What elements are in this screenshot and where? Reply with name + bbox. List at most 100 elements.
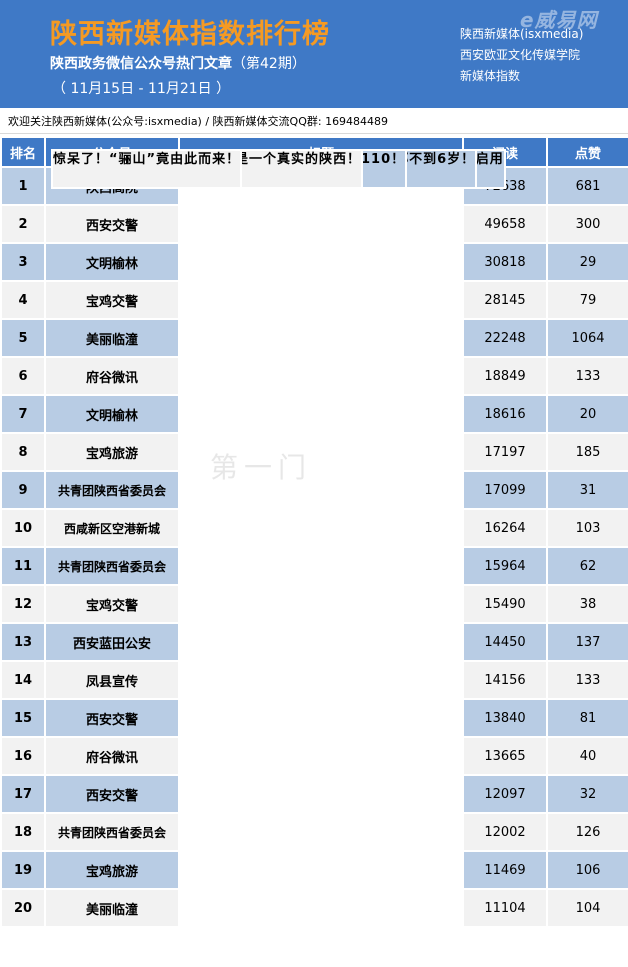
likes-cell: 29: [546, 242, 628, 282]
reads-cell: 17099: [462, 470, 548, 510]
likes-cell: 137: [546, 622, 628, 662]
reads-cell: 17197: [462, 432, 548, 472]
likes-cell: 185: [546, 432, 628, 472]
likes-cell: 81: [546, 698, 628, 738]
column-header-likes: 点赞: [546, 136, 628, 168]
rank-cell: 7: [0, 394, 46, 434]
reads-cell: 11469: [462, 850, 548, 890]
rank-cell: 20: [0, 888, 46, 928]
rank-cell: 16: [0, 736, 46, 776]
page-title: 陕西新媒体指数排行榜: [50, 19, 330, 50]
rank-cell: 3: [0, 242, 46, 282]
likes-cell: 681: [546, 166, 628, 206]
account-cell: 凤县宣传: [44, 660, 180, 700]
reads-cell: 18616: [462, 394, 548, 434]
account-cell: 文明榆林: [44, 394, 180, 434]
issue-number: （第42期）: [232, 56, 306, 72]
rank-cell: 15: [0, 698, 46, 738]
account-cell: 西咸新区空港新城: [44, 508, 180, 548]
reads-cell: 13665: [462, 736, 548, 776]
rank-cell: 14: [0, 660, 46, 700]
ranking-table: 排名 公众号 标题 阅读 点赞 1陕西高院【微播】哪些院长开庭了？网友怎么说？快…: [0, 136, 628, 928]
account-cell: 西安交警: [44, 698, 180, 738]
account-cell: 共青团陕西省委员会: [44, 812, 180, 852]
account-cell: 府谷微讯: [44, 356, 180, 396]
reads-cell: 12002: [462, 812, 548, 852]
account-cell: 美丽临潼: [44, 888, 180, 928]
table-row: 11共青团陕西省委员会今天，为这32个孩子发条微信！他们都是今年丢失的，都不到6…: [0, 149, 628, 586]
reads-cell: 14450: [462, 622, 548, 662]
account-cell: 宝鸡旅游: [44, 432, 180, 472]
reads-cell: 30818: [462, 242, 548, 282]
account-cell: 文明榆林: [44, 242, 180, 282]
reads-cell: 15490: [462, 584, 548, 624]
rank-cell: 8: [0, 432, 46, 472]
credit-line: 陕西新媒体(isxmedia): [460, 27, 584, 41]
rank-cell: 2: [0, 204, 46, 244]
credit-line: 新媒体指数: [460, 69, 521, 83]
rank-cell: 17: [0, 774, 46, 814]
likes-cell: 31: [546, 470, 628, 510]
likes-cell: 1064: [546, 318, 628, 358]
likes-cell: 20: [546, 394, 628, 434]
rank-cell: 6: [0, 356, 46, 396]
rank-cell: 11: [0, 546, 46, 586]
account-cell: 共青团陕西省委员会: [44, 470, 180, 510]
table-row: 15西安交警二环限速 看看司机朋友们怎么说1384081: [0, 149, 628, 738]
likes-cell: 126: [546, 812, 628, 852]
column-header-rank: 排名: [0, 136, 46, 168]
likes-cell: 106: [546, 850, 628, 890]
rank-cell: 1: [0, 166, 46, 206]
site-logo: e威易网: [520, 8, 598, 32]
page-subtitle: 陕西政务微信公众号热门文章（第42期）: [50, 53, 306, 73]
rank-cell: 13: [0, 622, 46, 662]
likes-cell: 38: [546, 584, 628, 624]
account-cell: 美丽临潼: [44, 318, 180, 358]
reads-cell: 16264: [462, 508, 548, 548]
account-cell: 共青团陕西省委员会: [44, 546, 180, 586]
likes-cell: 104: [546, 888, 628, 928]
rank-cell: 5: [0, 318, 46, 358]
reads-cell: 14156: [462, 660, 548, 700]
rank-cell: 9: [0, 470, 46, 510]
subtitle-text: 陕西政务微信公众号热门文章: [50, 56, 232, 72]
table-row: 13西安蓝田公安陕西乡党们，如果遇到背着这样包的人，马上拨打110！144501…: [0, 149, 628, 662]
account-cell: 宝鸡交警: [44, 584, 180, 624]
follow-notice: 欢迎关注陕西新媒体(公众号:isxmedia) / 陕西新媒体交流QQ群: 16…: [0, 110, 628, 134]
reads-cell: 13840: [462, 698, 548, 738]
table-row: 4宝鸡交警宝鸡市公安局交通警察支队关于暂停机动车年检业务的公告2814579: [0, 149, 628, 320]
reads-cell: 12097: [462, 774, 548, 814]
account-cell: 宝鸡交警: [44, 280, 180, 320]
likes-cell: 133: [546, 356, 628, 396]
account-cell: 府谷微讯: [44, 736, 180, 776]
account-cell: 西安蓝田公安: [44, 622, 180, 662]
date-range: （ 11月15日 - 11月21日 ）: [52, 81, 231, 97]
table-row: 20 美丽临潼 惊呆了！“骊山”竟由此而来！ 11104 104: [0, 149, 628, 928]
watermark: 第一门: [210, 451, 313, 484]
table-row: 10西咸新区空港新城【空港动态】贺健拜访顺丰速运集团有限公司总裁王卫162641…: [0, 149, 628, 548]
rank-cell: 19: [0, 850, 46, 890]
reads-cell: 28145: [462, 280, 548, 320]
reads-cell: 18849: [462, 356, 548, 396]
likes-cell: 133: [546, 660, 628, 700]
table-row: 18共青团陕西省委员会陕西只是黄土高原？错！这才是一个真实的陕西！1200212…: [0, 149, 628, 852]
account-cell: 西安交警: [44, 204, 180, 244]
reads-cell: 15964: [462, 546, 548, 586]
likes-cell: 62: [546, 546, 628, 586]
credits: 陕西新媒体(isxmedia) 西安欧亚文化传媒学院 新媒体指数: [460, 24, 583, 87]
likes-cell: 300: [546, 204, 628, 244]
credit-line: 西安欧亚文化传媒学院: [460, 48, 581, 62]
reads-cell: 49658: [462, 204, 548, 244]
rank-cell: 12: [0, 584, 46, 624]
article-title-cell[interactable]: 惊呆了！“骊山”竟由此而来！: [51, 149, 243, 189]
rank-cell: 4: [0, 280, 46, 320]
